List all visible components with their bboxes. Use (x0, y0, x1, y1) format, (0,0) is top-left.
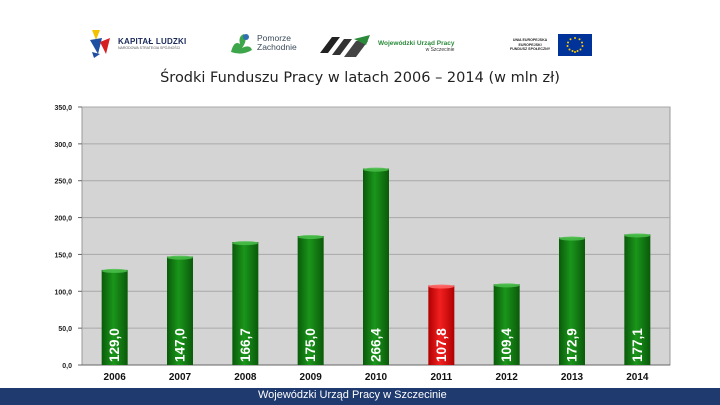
logo-strip: KAPITAŁ LUDZKI NARODOWA STRATEGIA SPÓJNO… (0, 0, 720, 68)
bar (624, 234, 651, 365)
bar-cap (297, 235, 324, 239)
bar (101, 269, 128, 365)
eu-line3: FUNDUSZ SPOŁECZNY (510, 47, 551, 52)
pomorze-zachodnie-icon (231, 34, 252, 54)
bar (428, 285, 455, 365)
bar (167, 256, 193, 365)
data-label: 175,0 (303, 328, 318, 362)
kapital-ludzki-subtitle: NARODOWA STRATEGIA SPÓJNOŚCI (118, 45, 181, 50)
y-tick-label: 0,0 (62, 363, 72, 370)
x-tick-label: 2011 (430, 372, 452, 383)
bar-cap (493, 283, 520, 288)
bar-cap (624, 233, 651, 238)
x-tick-label: 2012 (496, 372, 519, 383)
wup-name: Wojewódzki Urząd Pracy (378, 39, 455, 47)
bar-cap (101, 268, 128, 273)
x-tick-label: 2009 (300, 372, 323, 383)
kapital-ludzki-icon (88, 28, 112, 58)
data-label: 172,9 (565, 328, 580, 362)
bar-cap (428, 284, 455, 289)
footer-text: Wojewódzki Urząd Pracy w Szczecinie (258, 389, 447, 401)
wup-icon (320, 35, 370, 57)
eu-logo: UNIA EUROPEJSKA EUROPEJSKI FUNDUSZ SPOŁE… (510, 34, 593, 56)
x-tick-label: 2006 (104, 372, 127, 383)
data-label: 266,4 (369, 328, 384, 362)
data-label: 177,1 (630, 328, 645, 362)
eu-line1: UNIA EUROPEJSKA (512, 38, 548, 43)
pomorze-line1: Pomorze (257, 33, 292, 43)
data-label: 109,4 (499, 328, 514, 362)
data-label: 147,0 (173, 328, 188, 362)
bar-cap (167, 255, 193, 260)
bar (232, 242, 259, 365)
bar-cap (232, 241, 259, 246)
pomorze-zachodnie-logo: Pomorze Zachodnie (228, 30, 297, 56)
y-tick-label: 300,0 (54, 142, 72, 149)
data-label: 107,8 (434, 328, 449, 362)
y-tick-label: 150,0 (54, 252, 72, 259)
x-tick-label: 2013 (561, 372, 584, 383)
y-tick-label: 100,0 (54, 289, 72, 296)
y-tick-label: 350,0 (54, 105, 72, 112)
x-tick-label: 2010 (365, 372, 388, 383)
y-tick-label: 250,0 (54, 179, 72, 186)
data-label: 129,0 (107, 328, 122, 362)
x-tick-label: 2008 (234, 372, 257, 383)
x-tick-label: 2007 (169, 372, 192, 383)
bar (297, 236, 324, 365)
bar-cap (559, 236, 585, 241)
y-tick-label: 200,0 (54, 216, 72, 223)
kapital-ludzki-name: KAPITAŁ LUDZKI (118, 36, 187, 46)
bar-chart: 0,0 50,0 100,0 150,0 200,0 250,0 300,0 350,0 129… (54, 105, 671, 383)
eu-flag-icon (558, 34, 593, 56)
bar-cap (363, 167, 389, 172)
bar (493, 284, 520, 365)
kapital-ludzki-logo: KAPITAŁ LUDZKI NARODOWA STRATEGIA SPÓJNO… (88, 28, 186, 58)
wup-city: w Szczecinie (425, 46, 455, 53)
data-label: 166,7 (238, 328, 253, 362)
x-tick-label: 2014 (626, 372, 649, 383)
pomorze-line2: Zachodnie (257, 42, 297, 52)
bar (363, 168, 389, 365)
wup-logo: Wojewódzki Urząd Pracy w Szczecinie (318, 33, 454, 59)
footer-bar: Wojewódzki Urząd Pracy w Szczecinie (0, 388, 720, 405)
bar (559, 237, 585, 365)
y-tick-label: 50,0 (58, 326, 72, 333)
chart-title: Środki Funduszu Pracy w latach 2006 – 20… (160, 70, 560, 86)
eu-line2: EUROPEJSKI (518, 42, 542, 47)
